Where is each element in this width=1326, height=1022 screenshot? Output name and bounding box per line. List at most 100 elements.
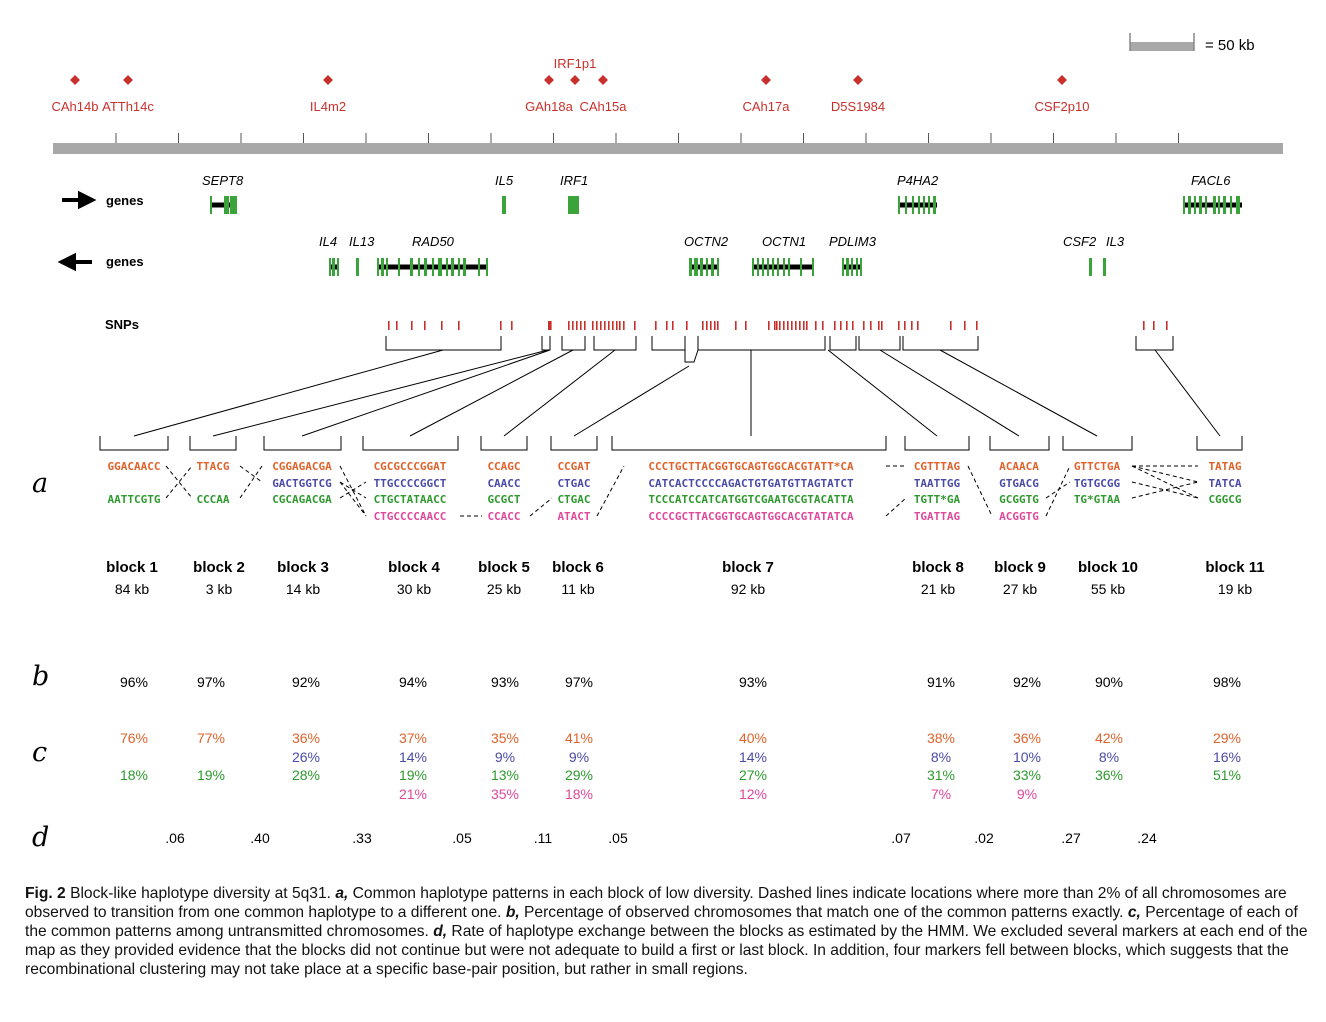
marker-diamond	[853, 75, 863, 85]
snp-tick	[863, 321, 865, 330]
snp-tick	[768, 321, 770, 330]
gene-exon	[1236, 196, 1240, 214]
snp-tick	[623, 321, 625, 330]
transition-line	[1131, 481, 1199, 499]
snp-track	[388, 321, 1168, 330]
caption-c-label: c,	[1127, 904, 1141, 921]
snp-tick	[500, 321, 502, 330]
connector-line	[503, 349, 616, 437]
gene-track	[210, 196, 1242, 276]
block-bracket	[611, 436, 887, 451]
block-bracket	[99, 436, 169, 451]
snp-tick	[616, 321, 618, 330]
gene-label-il13: IL13	[349, 234, 375, 249]
panel-c-value: 35%	[491, 786, 519, 802]
haplotype-panel: GGACAACC AATTCGTG TTACG CCCAA CGGAGACGA GACTG…	[108, 460, 1242, 523]
gene-body	[1183, 202, 1242, 208]
haplotype-sequence: TATCA	[1208, 477, 1241, 490]
transition-line	[1131, 481, 1199, 499]
caption-a-text: Common haplotype patterns in each block …	[25, 885, 1287, 921]
snp-tick	[686, 321, 688, 330]
snp-tick	[774, 321, 776, 330]
gene-body	[898, 202, 937, 208]
gene-exon	[912, 196, 914, 214]
reverse-genes-label: genes	[106, 254, 144, 269]
snp-tick	[1153, 321, 1155, 330]
panel-c-value: 19%	[197, 767, 225, 783]
haplotype-sequence: TATAG	[1208, 460, 1241, 473]
panel-c-value: 77%	[197, 730, 225, 746]
panel-c-value: 42%	[1095, 730, 1123, 746]
gene-exon	[502, 196, 506, 214]
gene-exon	[923, 196, 925, 214]
transition-line	[1131, 465, 1199, 483]
block-bracket	[904, 436, 970, 451]
gene-exon	[800, 258, 802, 276]
marker-diamond	[70, 75, 80, 85]
gene-exon	[451, 258, 454, 276]
connector-line	[879, 349, 1020, 437]
panel-c-value: 40%	[739, 730, 767, 746]
snp-tick	[834, 321, 836, 330]
snp-tick	[458, 321, 460, 330]
panel-d-value: .11	[534, 830, 553, 846]
panel-d-label: d	[32, 822, 49, 853]
panel-c-value: 29%	[1213, 730, 1241, 746]
snp-bracket	[541, 336, 551, 351]
gene-pdlim3	[842, 258, 862, 276]
panel-b-value: 91%	[927, 674, 955, 690]
gene-exon	[463, 258, 466, 276]
haplotype-sequence: GTGACG	[999, 477, 1039, 490]
connector-line	[133, 349, 444, 437]
gene-exon	[386, 258, 388, 276]
panel-c-value: 19%	[399, 767, 427, 783]
snp-tick	[596, 321, 598, 330]
gene-rad50	[377, 258, 488, 276]
snp-tick	[600, 321, 602, 330]
snp-tick	[795, 321, 797, 330]
block-size: 84 kb	[115, 581, 149, 597]
connector-line	[212, 349, 549, 437]
snp-tick	[878, 321, 880, 330]
gene-exon	[356, 258, 359, 276]
haplotype-sequence: GCGGTG	[999, 493, 1039, 506]
gene-exon	[905, 196, 907, 214]
marker-label: GAh18a	[525, 99, 573, 114]
panel-b-value: 92%	[1013, 674, 1041, 690]
panel-d-value: .07	[891, 830, 911, 846]
snp-tick	[822, 321, 824, 330]
gene-exon	[1188, 196, 1191, 214]
block-size: 27 kb	[1003, 581, 1037, 597]
snp-tick	[881, 321, 883, 330]
gene-exon	[1205, 196, 1207, 214]
snp-tick	[548, 321, 550, 330]
gene-label-facl6: FACL6	[1191, 173, 1231, 188]
snp-bracket	[697, 336, 826, 351]
haplotype-sequence: CTGCCCCAACC	[374, 510, 447, 523]
gene-exon	[224, 196, 229, 214]
haplotype-sequence: CCGAT	[557, 460, 590, 473]
gene-octn2	[689, 258, 719, 276]
haplotype-sequence: CCACC	[487, 510, 520, 523]
block-size: 55 kb	[1091, 581, 1125, 597]
gene-exon	[329, 258, 331, 276]
snp-tick	[634, 321, 636, 330]
gene-label-pdlim3: PDLIM3	[829, 234, 877, 249]
caption-a-label: a,	[335, 885, 349, 902]
haplotype-sequence: ACAACA	[999, 460, 1039, 473]
panel-d-value: .33	[352, 830, 372, 846]
block-name: block 11	[1205, 559, 1264, 576]
gene-exon	[381, 258, 384, 276]
block-name: block 10	[1078, 559, 1138, 576]
snp-tick	[904, 321, 906, 330]
scale-bar: = 50 kb	[1129, 33, 1255, 54]
snp-tick	[846, 321, 848, 330]
haplotype-sequence: TTGCCCCGGCT	[374, 477, 447, 490]
gene-exon	[706, 258, 708, 276]
panel-d-value: .27	[1061, 830, 1081, 846]
gene-exon	[1089, 258, 1092, 276]
block-name: block 3	[277, 559, 329, 576]
block-bracket	[1062, 436, 1133, 451]
panel-c-value: 9%	[1017, 786, 1037, 802]
snp-bracket	[684, 349, 699, 363]
